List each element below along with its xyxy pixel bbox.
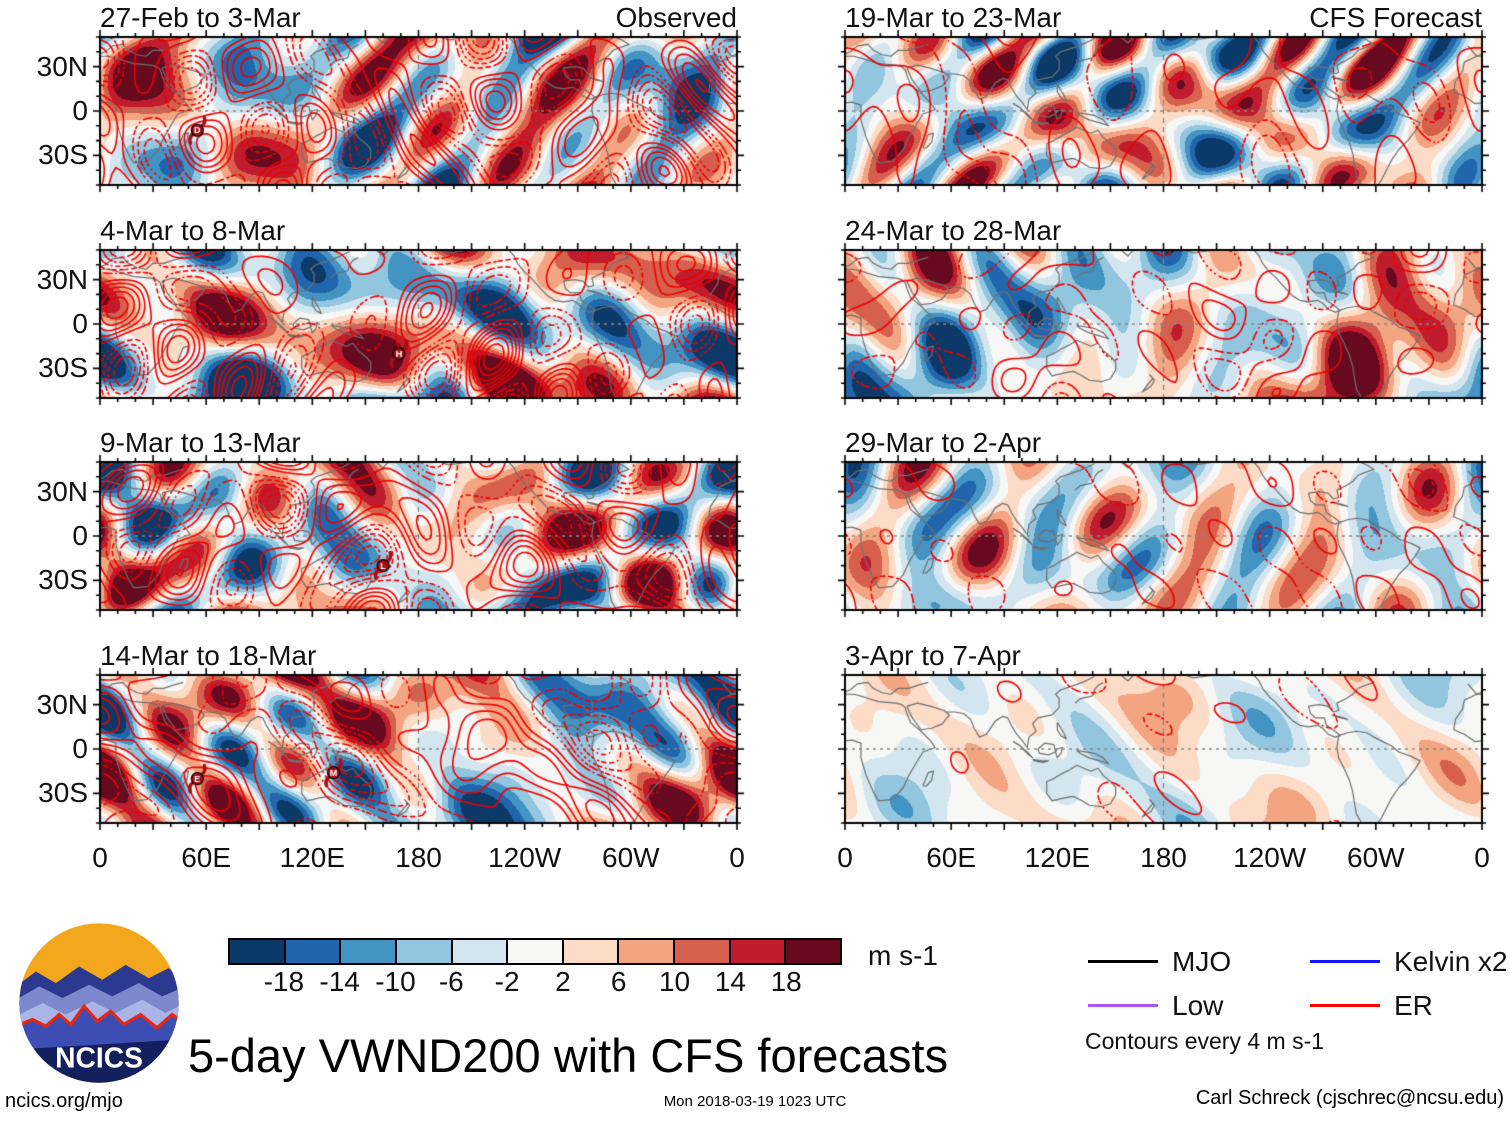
y-tick-label: 30N — [36, 688, 88, 720]
legend-label-er: ER — [1394, 990, 1433, 1021]
x-tick-label: 120W — [1233, 842, 1307, 873]
y-tick-label: 30S — [38, 139, 88, 171]
colorbar-cell — [230, 940, 284, 963]
colorbar-tick-label: -10 — [375, 966, 416, 997]
x-tick-label: 60E — [181, 842, 232, 873]
y-tick-label: 0 — [72, 733, 88, 764]
y-tick-label: 0 — [72, 95, 88, 126]
x-tick-label: 60E — [926, 842, 977, 873]
x-tick-label: 60W — [602, 842, 660, 873]
map-panel — [835, 452, 1492, 620]
legend-label-mjo: MJO — [1172, 946, 1232, 977]
x-tick-label: 0 — [729, 842, 745, 873]
colorbar-cell — [728, 940, 785, 963]
legend-label-kelvin: Kelvin x2 — [1394, 946, 1508, 977]
colorbar-tick-label: -14 — [319, 966, 360, 997]
colorbar-tick-label: 14 — [714, 966, 746, 997]
colorbar-tick-label: -18 — [263, 966, 305, 997]
colorbar-tick-label: -2 — [494, 966, 520, 997]
legend-contour-note: Contours every 4 m s-1 — [1085, 1028, 1325, 1054]
colorbar — [228, 938, 842, 965]
colorbar-cell — [784, 940, 841, 963]
colorbar-tick-label: 2 — [555, 966, 571, 997]
colorbar-tick-label: 10 — [658, 966, 691, 997]
legend-line-kelvin — [1310, 960, 1380, 963]
colorbar-tick-label: -6 — [438, 966, 464, 997]
colorbar-cell — [394, 940, 451, 963]
map-panel — [835, 27, 1492, 195]
main-title: 5-day VWND200 with CFS forecasts — [188, 1029, 949, 1082]
legend-line-low — [1088, 1004, 1158, 1007]
colorbar-tick-label: 18 — [770, 966, 802, 997]
legend-label-low: Low — [1172, 990, 1224, 1021]
colorbar-cell — [450, 940, 507, 963]
map-panel — [90, 240, 747, 408]
x-tick-label: 120W — [488, 842, 562, 873]
map-panel — [90, 27, 747, 195]
colorbar-units-label: m s-1 — [868, 940, 938, 971]
x-tick-label: 120E — [1024, 842, 1091, 873]
credit: Carl Schreck (cjschrec@ncsu.edu) — [1195, 1087, 1504, 1109]
colorbar-cell — [506, 940, 562, 963]
map-panel — [90, 665, 747, 833]
x-tick-label: 0 — [1474, 842, 1490, 873]
y-tick-label: 0 — [72, 308, 88, 339]
colorbar-cell — [673, 940, 729, 963]
y-tick-label: 30N — [36, 50, 88, 82]
x-tick-label: 60W — [1347, 842, 1405, 873]
colorbar-cell — [339, 940, 395, 963]
legend-line-er — [1310, 1004, 1380, 1007]
map-panel — [835, 665, 1492, 833]
colorbar-tick-label: 6 — [610, 966, 627, 997]
x-tick-label: 120E — [279, 842, 346, 873]
x-tick-label: 180 — [1140, 842, 1187, 873]
site-link: ncics.org/mjo — [5, 1090, 123, 1112]
y-tick-label: 30N — [36, 475, 88, 507]
y-tick-label: 30S — [38, 777, 88, 809]
logo-text: NCICS — [55, 1042, 143, 1074]
x-tick-label: 0 — [92, 842, 108, 873]
x-tick-label: 0 — [837, 842, 853, 873]
legend-line-mjo — [1088, 960, 1158, 963]
colorbar-cell — [283, 940, 340, 963]
ncics-logo: NCICS — [19, 923, 179, 1083]
y-tick-label: 30N — [36, 263, 88, 295]
y-tick-label: 30S — [38, 352, 88, 384]
y-tick-label: 30S — [38, 564, 88, 596]
x-tick-label: 180 — [395, 842, 442, 873]
y-tick-label: 0 — [72, 520, 88, 551]
colorbar-cell — [617, 940, 674, 963]
map-panel — [835, 240, 1492, 408]
timestamp: Mon 2018-03-19 1023 UTC — [663, 1093, 847, 1110]
map-panel — [90, 452, 747, 620]
colorbar-cell — [561, 940, 618, 963]
